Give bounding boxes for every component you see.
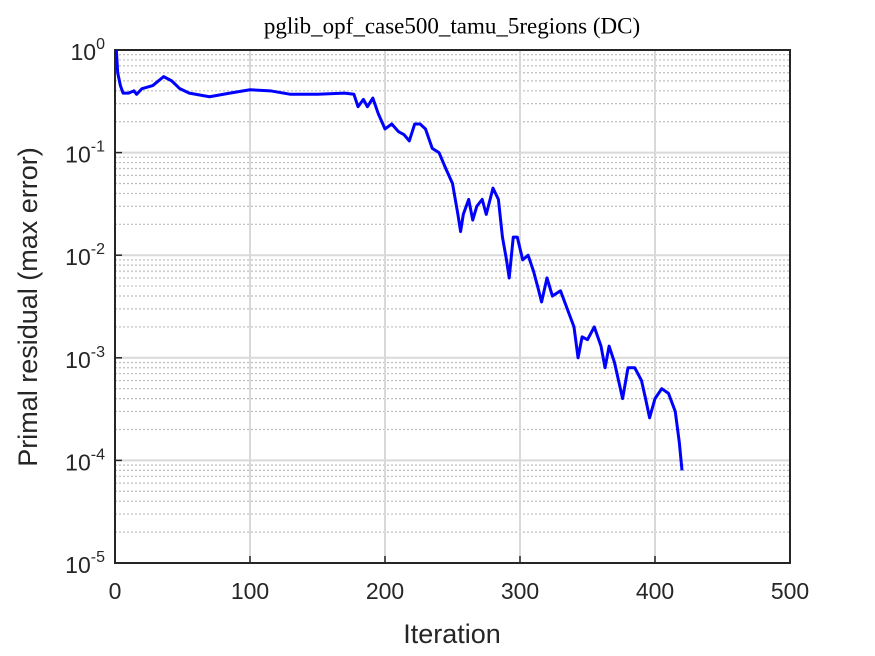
x-tick-label: 500	[771, 578, 809, 604]
y-tick-label: 10-3	[65, 344, 105, 373]
y-axis-label: Primal residual (max error)	[13, 147, 43, 467]
y-tick-label: 10-2	[65, 241, 105, 270]
x-tick-label: 300	[501, 578, 539, 604]
y-tick-label: 100	[71, 36, 106, 65]
chart-title: pglib_opf_case500_tamu_5regions (DC)	[264, 13, 640, 38]
x-tick-label: 200	[366, 578, 404, 604]
y-tick-label: 10-5	[65, 549, 105, 578]
x-tick-label: 0	[109, 578, 122, 604]
y-tick-label: 10-1	[65, 139, 105, 168]
x-tick-label: 400	[636, 578, 674, 604]
plot-frame	[114, 49, 791, 564]
y-tick-label: 10-4	[65, 447, 105, 476]
x-axis-label: Iteration	[403, 619, 501, 649]
x-tick-label: 100	[231, 578, 269, 604]
data-line	[114, 49, 684, 471]
